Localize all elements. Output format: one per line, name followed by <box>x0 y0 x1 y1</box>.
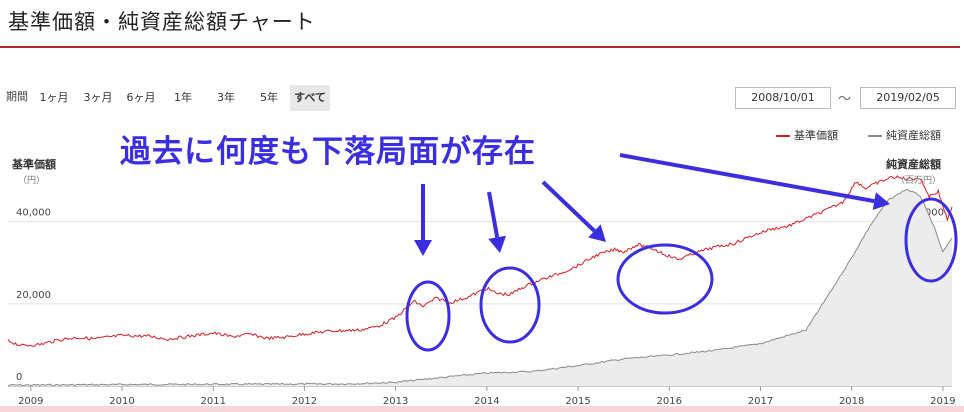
annotation-arrow-head <box>414 240 432 256</box>
nav-series-line <box>7 175 953 347</box>
left-tick-label: 0 <box>16 372 22 383</box>
period-3m-button[interactable]: 3ヶ月 <box>83 91 113 104</box>
left-axis-unit: （円） <box>18 176 46 186</box>
annotation-arrow-head <box>488 235 506 253</box>
left-tick-label: 40,000 <box>16 208 51 219</box>
annotation-arrow-head <box>872 192 890 210</box>
x-tick-label: 2013 <box>383 396 408 407</box>
x-tick-label: 2011 <box>200 396 225 407</box>
period-all-button[interactable]: すべて <box>290 85 330 111</box>
period-1m-button[interactable]: 1ヶ月 <box>39 91 69 104</box>
legend-nav-label: 基準価額 <box>794 129 838 142</box>
annotation-text: 過去に何度も下落局面が存在 <box>120 134 536 170</box>
right-axis-unit: （百万円） <box>896 176 942 186</box>
date-separator: 〜 <box>838 92 852 107</box>
bottom-band <box>0 406 964 412</box>
annotation-arrow-shaft <box>619 153 875 204</box>
legend-nav-swatch <box>776 135 790 137</box>
annotation-arrow-shaft <box>541 180 596 233</box>
x-tick-label: 2009 <box>18 396 43 407</box>
period-6m-button[interactable]: 6ヶ月 <box>126 91 156 104</box>
annotation-arrow-shaft <box>487 191 500 238</box>
title-divider <box>0 46 960 48</box>
legend-assets-swatch <box>868 135 882 137</box>
period-1y-button[interactable]: 1年 <box>174 91 192 104</box>
start-date-field[interactable]: 2008/10/01 <box>735 87 831 109</box>
annotation-arrow-head <box>588 224 606 242</box>
annotation-ellipse <box>904 197 958 283</box>
x-tick-label: 2018 <box>839 396 864 407</box>
period-5y-button[interactable]: 5年 <box>260 91 278 104</box>
period-label: 期間 <box>6 90 28 103</box>
legend-nav: 基準価額 <box>776 127 838 143</box>
left-tick-label: 20,000 <box>16 290 51 301</box>
x-tick-label: 2010 <box>109 396 134 407</box>
legend-assets-label: 純資産総額 <box>886 129 941 142</box>
right-axis-title: 純資産総額 <box>886 158 941 171</box>
period-3y-button[interactable]: 3年 <box>217 91 235 104</box>
x-tick-label: 2012 <box>292 396 317 407</box>
assets-area <box>8 189 952 386</box>
x-tick-label: 2017 <box>748 396 773 407</box>
page-title: 基準価額・純資産総額チャート <box>8 10 316 34</box>
legend-assets: 純資産総額 <box>868 127 941 143</box>
x-tick-label: 2015 <box>565 396 590 407</box>
x-tick-label: 2016 <box>657 396 682 407</box>
left-axis-title: 基準価額 <box>12 158 56 171</box>
assets-series-line <box>7 188 953 387</box>
annotation-ellipse <box>479 266 541 344</box>
annotation-ellipse <box>405 280 451 352</box>
annotation-ellipse <box>616 243 714 315</box>
end-date-field[interactable]: 2019/02/05 <box>860 87 956 109</box>
x-tick-label: 2014 <box>474 396 499 407</box>
x-tick-label: 2019 <box>930 396 955 407</box>
